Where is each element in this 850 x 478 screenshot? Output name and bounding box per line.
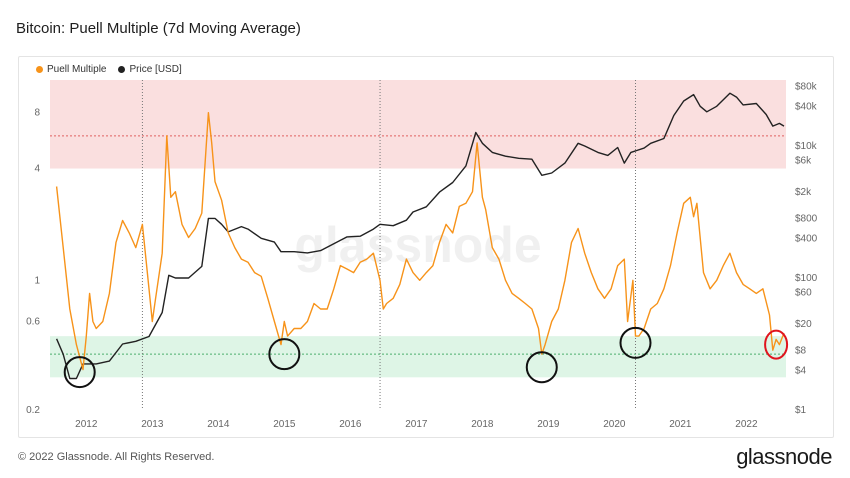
puell-series-line <box>55 112 785 371</box>
annotation-circle-5 <box>764 329 789 360</box>
x-tick-2017: 2017 <box>405 419 428 430</box>
legend-dot-puell <box>36 66 43 73</box>
y-left-tick-1: 4 <box>34 164 40 175</box>
x-tick-2015: 2015 <box>273 419 296 430</box>
x-tick-2013: 2013 <box>141 419 164 430</box>
chart-title: Bitcoin: Puell Multiple (7d Moving Avera… <box>16 20 301 37</box>
chart-legend: Puell Multiple Price [USD] <box>36 64 182 75</box>
x-tick-2020: 2020 <box>603 419 626 430</box>
y-right-tick-10: $8 <box>795 345 807 356</box>
legend-label-price: Price [USD] <box>129 64 182 75</box>
price-series-line <box>55 92 785 380</box>
y-right-tick-5: $800 <box>795 213 818 224</box>
legend-dot-price <box>118 66 126 73</box>
annotation-circle-4 <box>619 326 652 359</box>
annotation-circle-1 <box>63 356 96 389</box>
x-tick-2012: 2012 <box>75 419 98 430</box>
x-tick-2019: 2019 <box>537 419 560 430</box>
y-right-tick-11: $4 <box>795 365 807 376</box>
legend-label-puell: Puell Multiple <box>47 64 107 75</box>
undervalued-band <box>50 336 786 378</box>
x-tick-2016: 2016 <box>339 419 362 430</box>
y-left-tick-4: 0.2 <box>26 405 40 416</box>
annotation-circle-3 <box>525 351 558 384</box>
legend-item-puell[interactable]: Puell Multiple <box>36 64 106 75</box>
copyright-footer: © 2022 Glassnode. All Rights Reserved. <box>18 451 215 463</box>
y-right-tick-0: $80k <box>795 81 818 92</box>
y-right-tick-4: $2k <box>795 187 812 198</box>
y-right-tick-6: $400 <box>795 233 818 244</box>
y-right-tick-2: $10k <box>795 141 818 152</box>
y-right-tick-7: $100 <box>795 273 818 284</box>
legend-item-price[interactable]: Price [USD] <box>118 64 182 75</box>
y-right-tick-8: $60 <box>795 288 812 299</box>
x-tick-2018: 2018 <box>471 419 494 430</box>
x-tick-2022: 2022 <box>735 419 758 430</box>
y-right-tick-3: $6k <box>795 156 812 167</box>
y-right-tick-1: $40k <box>795 101 818 112</box>
annotation-circle-2 <box>268 338 301 371</box>
x-tick-2014: 2014 <box>207 419 230 430</box>
glassnode-logo[interactable]: glassnode <box>736 444 832 469</box>
y-left-tick-2: 1 <box>34 275 40 286</box>
y-left-tick-3: 0.6 <box>26 316 40 327</box>
y-left-tick-0: 8 <box>34 108 40 119</box>
y-right-tick-9: $20 <box>795 319 812 330</box>
y-right-tick-12: $1 <box>795 405 807 416</box>
overvalued-band <box>50 80 786 169</box>
x-tick-2021: 2021 <box>669 419 692 430</box>
